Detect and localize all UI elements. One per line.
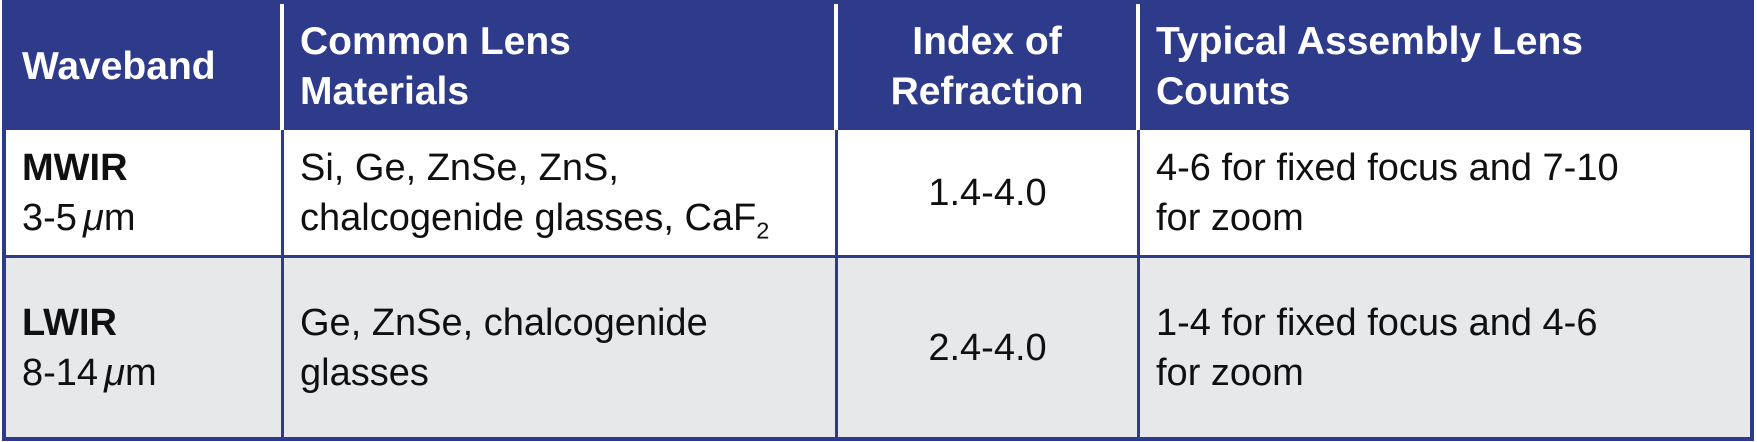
mwir-materials-cell: Si, Ge, ZnSe, ZnS, chalcogenide glasses,…: [284, 130, 838, 258]
lwir-lens-counts-cell: 1-4 for fixed focus and 4-6 for zoom: [1140, 258, 1750, 437]
mwir-waveband-cell: MWIR 3-5 μm: [6, 130, 284, 258]
header-cell-common-lens-materials: Common Lens Materials: [284, 4, 838, 130]
mwir-range: 3-5 μm: [22, 193, 135, 243]
header-cell-waveband: Waveband: [6, 4, 284, 130]
header-cell-index-of-refraction: Index of Refraction: [838, 4, 1140, 130]
mwir-index-of-refraction-cell: 1.4-4.0: [838, 130, 1140, 258]
mwir-range-mu-symbol: μ: [83, 196, 104, 239]
lwir-range-value: 8-14: [22, 351, 99, 394]
header-counts-label-line2: Counts: [1156, 70, 1291, 113]
header-materials-label-line1: Common Lens: [300, 20, 571, 63]
mwir-range-unit: m: [103, 196, 136, 239]
mwir-materials-line1: Si, Ge, ZnSe, ZnS,: [300, 146, 619, 189]
lwir-materials-line2-text: glasses: [300, 351, 429, 394]
lwir-materials-line2: glasses: [300, 348, 429, 398]
header-materials-label-line2: Materials: [300, 70, 470, 113]
header-counts-label-line1: Typical Assembly Lens: [1156, 20, 1584, 63]
mwir-range-value: 3-5: [22, 196, 77, 239]
header-waveband-label: Waveband: [22, 45, 216, 88]
lwir-range-unit: m: [124, 351, 157, 394]
lwir-band-label: LWIR: [22, 301, 117, 344]
header-index-label-line2: Refraction: [890, 70, 1084, 113]
lwir-range: 8-14 μm: [22, 348, 157, 398]
header-cell-assembly-lens-counts: Typical Assembly Lens Counts: [1140, 4, 1750, 130]
lwir-counts-line1: 1-4 for fixed focus and 4-6: [1156, 301, 1598, 344]
lwir-range-mu-symbol: μ: [104, 351, 125, 394]
lwir-counts-line2: for zoom: [1156, 351, 1304, 394]
mwir-materials-line2-text: chalcogenide glasses, CaF: [300, 196, 757, 239]
lwir-index-value: 2.4-4.0: [928, 326, 1047, 369]
mwir-caf2-subscript: 2: [756, 217, 770, 244]
mwir-lens-counts-cell: 4-6 for fixed focus and 7-10 for zoom: [1140, 130, 1750, 258]
header-index-label-line1: Index of: [912, 20, 1062, 63]
lwir-index-of-refraction-cell: 2.4-4.0: [838, 258, 1140, 437]
lwir-materials-line1: Ge, ZnSe, chalcogenide: [300, 301, 708, 344]
mwir-band-label: MWIR: [22, 146, 128, 189]
mwir-counts-line1: 4-6 for fixed focus and 7-10: [1156, 146, 1619, 189]
mwir-counts-line2: for zoom: [1156, 196, 1304, 239]
lwir-waveband-cell: LWIR 8-14 μm: [6, 258, 284, 437]
lwir-materials-cell: Ge, ZnSe, chalcogenide glasses: [284, 258, 838, 437]
mwir-index-value: 1.4-4.0: [928, 171, 1047, 214]
mwir-materials-line2: chalcogenide glasses, CaF2: [300, 193, 769, 243]
